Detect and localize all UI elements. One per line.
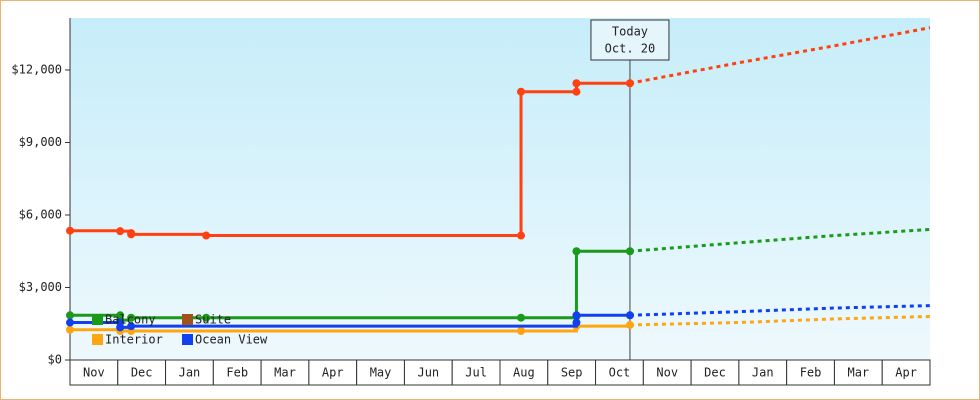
today-box [590,19,670,61]
data-point [572,87,581,96]
y-tick-label: $12,000 [11,62,62,76]
x-tick-label: Dec [131,366,153,380]
y-tick-label: $3,000 [19,280,62,294]
month-cell [642,359,692,386]
legend-label: Suite [195,313,231,327]
x-tick-label: Nov [83,366,105,380]
month-cell [356,359,405,386]
month-cell [212,359,262,386]
month-cell [833,359,883,386]
x-tick-label: Apr [895,366,917,380]
legend-swatch [182,334,193,345]
data-point [66,311,74,320]
legend-label: Ocean View [195,333,268,347]
legend-swatch [92,334,103,345]
month-cell [165,359,214,386]
month-cell [69,359,119,386]
data-point [572,311,581,320]
data-point [202,313,211,322]
data-point [116,227,125,236]
x-tick-label: Aug [513,366,535,380]
today-date: Oct. 20 [605,42,656,56]
month-cell [260,359,310,386]
legend-swatch [92,314,103,325]
month-cell [690,359,740,386]
data-point [127,313,136,322]
data-point [517,87,526,96]
x-tick-label: Jan [179,366,201,380]
x-tick-label: Feb [800,366,822,380]
data-point [66,325,74,334]
data-point [202,231,211,240]
month-cell [308,359,358,386]
data-point [625,320,634,329]
y-tick-label: $6,000 [19,207,62,221]
month-cell [499,359,549,386]
month-cell [403,359,453,386]
data-point [625,311,634,320]
data-point [625,247,634,256]
month-cell [451,359,501,386]
legend-label: Interior [105,333,163,347]
data-point [66,318,74,327]
month-cell [881,359,931,386]
data-point [517,231,526,240]
x-tick-label: Jan [752,366,774,380]
x-tick-label: May [370,366,392,380]
x-tick-label: Feb [226,366,248,380]
data-point [127,322,136,331]
forecast-line [629,26,931,85]
legend-label: Balcony [105,313,156,327]
data-point [572,247,581,256]
month-cell [595,359,644,386]
x-tick-label: Jun [417,366,439,380]
data-point [625,79,634,88]
x-tick-label: Apr [322,366,344,380]
month-cell [786,359,835,386]
today-label: Today [612,25,648,39]
x-tick-label: Nov [656,366,678,380]
y-tick-label: $0 [48,353,62,367]
x-tick-label: Mar [847,366,869,380]
x-tick-label: Sep [561,366,583,380]
x-tick-label: Mar [274,366,296,380]
data-point [127,230,136,239]
y-tick-label: $9,000 [19,135,62,149]
data-point [66,226,74,235]
month-cell [738,359,788,386]
data-point [572,318,581,327]
x-tick-label: Dec [704,366,726,380]
x-tick-label: Oct [609,366,631,380]
data-point [116,323,125,332]
data-point [572,79,581,88]
data-point [517,326,526,335]
legend-swatch [182,314,193,325]
plot-area [70,18,930,360]
data-point [517,313,526,322]
month-cell [117,359,167,386]
x-tick-label: Jul [465,366,487,380]
